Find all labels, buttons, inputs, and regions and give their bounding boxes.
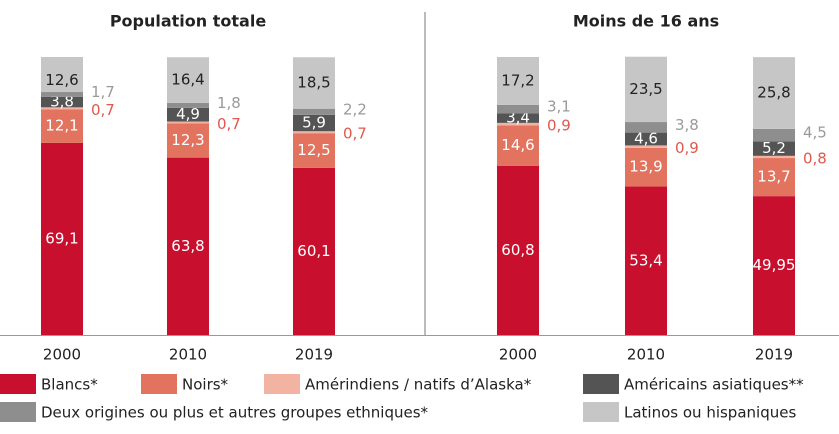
bar-segment — [497, 125, 539, 166]
bar-segment — [497, 104, 539, 114]
value-label: 0,8 — [803, 149, 827, 167]
value-label: 0,7 — [91, 101, 115, 119]
bar-segment — [167, 57, 209, 103]
legend-label: Deux origines ou plus et autres groupes … — [41, 404, 429, 422]
value-label: 3,1 — [547, 98, 571, 116]
bar-segment — [753, 155, 795, 159]
value-label: 63,8 — [171, 237, 204, 255]
value-label: 4,5 — [803, 124, 827, 142]
bar-segment — [293, 167, 335, 335]
x-tick-label: 2010 — [169, 346, 207, 364]
bar-segment — [753, 57, 795, 129]
value-label: 23,5 — [629, 80, 662, 98]
bar-segment — [293, 114, 335, 132]
x-tick-label: 2019 — [755, 346, 793, 364]
bar-segment — [41, 107, 83, 110]
legend-swatch — [583, 374, 619, 394]
bar-segment — [625, 122, 667, 133]
value-label: 1,8 — [217, 94, 241, 112]
value-label: 60,1 — [297, 242, 330, 260]
bar-segment — [167, 157, 209, 335]
bar-segment — [167, 121, 209, 124]
value-label: 13,7 — [757, 168, 790, 186]
bar-segment — [167, 102, 209, 108]
legend-swatch — [141, 374, 177, 394]
value-label: 3,8 — [675, 116, 699, 134]
value-label: 3,8 — [50, 93, 74, 111]
value-label: 12,1 — [45, 117, 78, 135]
bar-segment — [753, 141, 795, 156]
bar-segment — [293, 108, 335, 115]
legend-label: Blancs* — [41, 376, 98, 394]
legend-label: Amérindiens / natifs d’Alaska* — [305, 376, 532, 394]
value-label: 4,9 — [176, 105, 200, 123]
bar-segment — [625, 145, 667, 148]
bar-segment — [625, 56, 667, 123]
value-label: 4,6 — [634, 130, 658, 148]
bar-segment — [41, 57, 83, 93]
x-tick-label: 2000 — [43, 346, 81, 364]
bar-segment — [41, 92, 83, 97]
panel-title: Moins de 16 ans — [573, 12, 719, 31]
bar-segment — [41, 96, 83, 108]
bar-segment — [753, 158, 795, 197]
legend-swatch — [0, 402, 36, 422]
value-label: 1,7 — [91, 83, 115, 101]
x-tick-label: 2000 — [499, 346, 537, 364]
value-label: 69,1 — [45, 229, 78, 247]
legend-label: Latinos ou hispaniques — [624, 404, 796, 422]
bar-segment — [167, 107, 209, 122]
value-label: 0,9 — [675, 139, 699, 157]
value-label: 14,6 — [501, 136, 534, 154]
bar-segment — [497, 113, 539, 123]
bar-segment — [167, 123, 209, 158]
legend-label: Américains asiatiques** — [624, 376, 804, 394]
bar-segment — [293, 133, 335, 168]
bar-segment — [625, 186, 667, 335]
bar-segment — [753, 128, 795, 142]
value-label: 13,9 — [629, 158, 662, 176]
legend-label: Noirs* — [182, 376, 229, 394]
legend-swatch — [0, 374, 36, 394]
bar-segment — [497, 57, 539, 105]
value-label: 0,7 — [217, 115, 241, 133]
bar-segment — [753, 196, 795, 335]
value-label: 49,95 — [753, 256, 796, 274]
value-label: 0,9 — [547, 117, 571, 135]
x-tick-label: 2019 — [295, 346, 333, 364]
legend-swatch — [264, 374, 300, 394]
value-label: 12,6 — [45, 71, 78, 89]
value-label: 0,7 — [343, 125, 367, 143]
bar-segment — [41, 142, 83, 335]
value-label: 5,2 — [762, 139, 786, 157]
value-label: 5,9 — [302, 114, 326, 132]
value-label: 18,5 — [297, 73, 330, 91]
legend-swatch — [583, 402, 619, 422]
bar-segment — [293, 131, 335, 134]
value-label: 2,2 — [343, 100, 367, 118]
x-tick-label: 2010 — [627, 346, 665, 364]
value-label: 53,4 — [629, 251, 662, 269]
bar-segment — [625, 147, 667, 187]
panel-title: Population totale — [110, 12, 267, 31]
value-label: 16,4 — [171, 71, 204, 89]
bar-segment — [41, 109, 83, 143]
value-label: 17,2 — [501, 71, 534, 89]
bar-segment — [497, 165, 539, 335]
value-label: 25,8 — [757, 84, 790, 102]
bar-segment — [293, 57, 335, 109]
bar-segment — [625, 132, 667, 146]
value-label: 60,8 — [501, 241, 534, 259]
value-label: 12,5 — [297, 141, 330, 159]
bar-segment — [497, 122, 539, 126]
value-label: 12,3 — [171, 131, 204, 149]
